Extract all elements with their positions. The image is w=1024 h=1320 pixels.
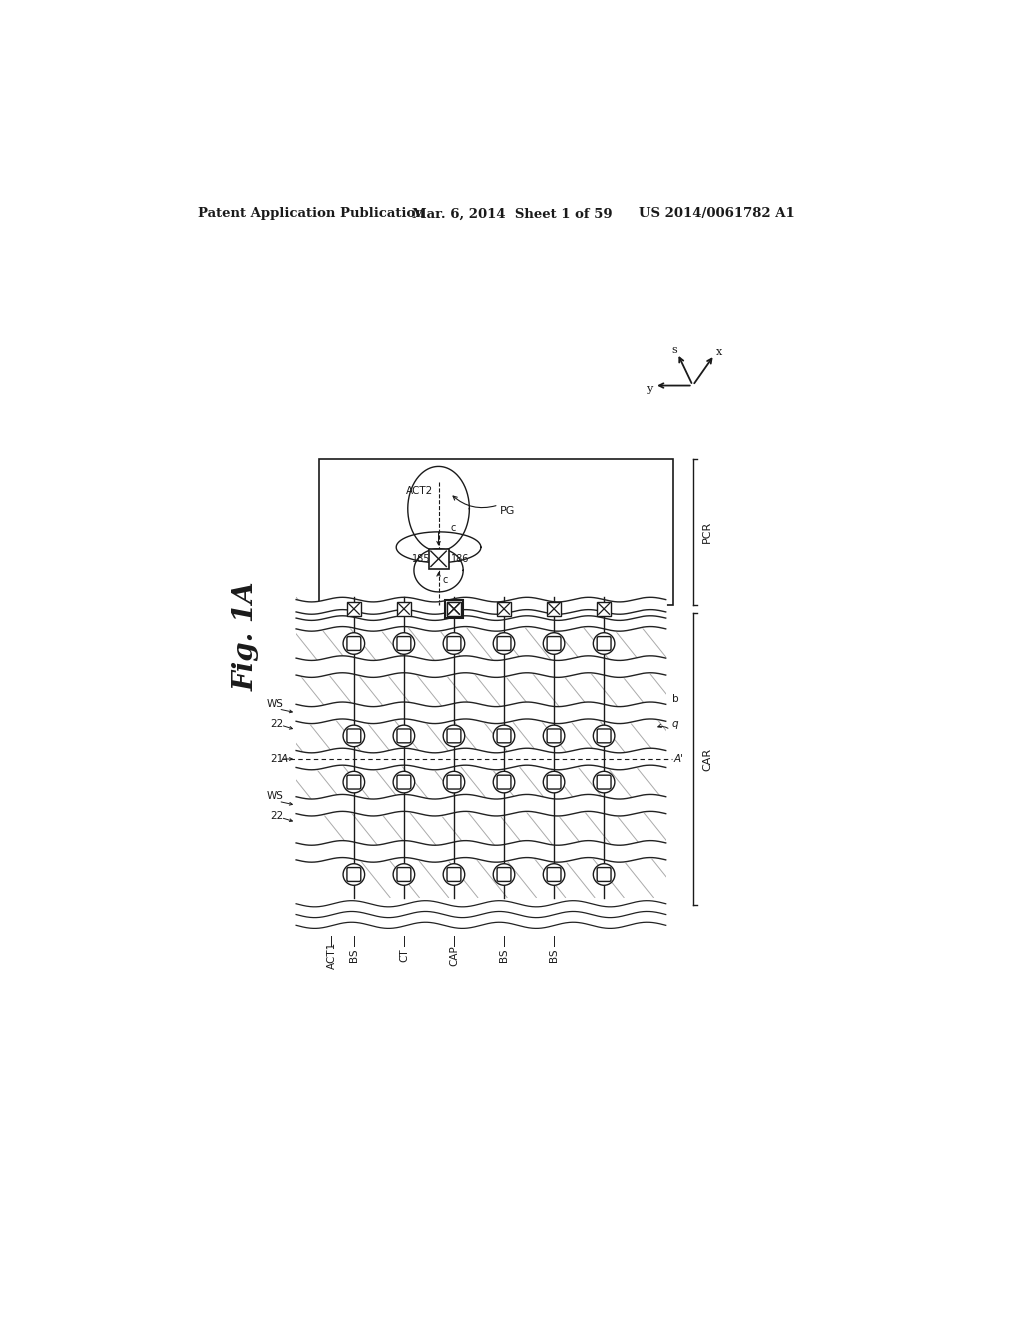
- Text: y: y: [646, 384, 652, 393]
- FancyBboxPatch shape: [397, 775, 411, 789]
- Circle shape: [393, 725, 415, 747]
- Bar: [547, 602, 561, 615]
- Circle shape: [393, 632, 415, 655]
- Bar: [319, 459, 674, 605]
- Circle shape: [443, 632, 465, 655]
- Text: q: q: [672, 719, 679, 730]
- Polygon shape: [396, 532, 481, 562]
- Circle shape: [544, 863, 565, 886]
- Text: WS: WS: [267, 791, 284, 801]
- Bar: [447, 602, 461, 615]
- Circle shape: [494, 632, 515, 655]
- Circle shape: [544, 771, 565, 793]
- Text: WS: WS: [267, 698, 284, 709]
- FancyBboxPatch shape: [397, 729, 411, 743]
- Text: Patent Application Publication: Patent Application Publication: [199, 207, 425, 220]
- FancyBboxPatch shape: [597, 867, 611, 882]
- Polygon shape: [414, 549, 463, 591]
- FancyBboxPatch shape: [547, 867, 561, 882]
- FancyBboxPatch shape: [497, 729, 511, 743]
- FancyBboxPatch shape: [447, 636, 461, 651]
- Text: BS: BS: [349, 949, 358, 962]
- Circle shape: [343, 863, 365, 886]
- Text: CT: CT: [399, 949, 409, 962]
- Circle shape: [443, 771, 465, 793]
- FancyBboxPatch shape: [547, 729, 561, 743]
- Text: Fig. 1A: Fig. 1A: [233, 581, 260, 690]
- Text: b: b: [672, 694, 679, 704]
- Circle shape: [593, 632, 614, 655]
- Text: 185: 185: [412, 554, 430, 564]
- FancyBboxPatch shape: [347, 867, 360, 882]
- Circle shape: [443, 863, 465, 886]
- Circle shape: [593, 771, 614, 793]
- Bar: [447, 602, 461, 615]
- FancyBboxPatch shape: [397, 867, 411, 882]
- Circle shape: [494, 725, 515, 747]
- Text: CAP: CAP: [449, 945, 459, 966]
- FancyBboxPatch shape: [347, 636, 360, 651]
- Circle shape: [494, 771, 515, 793]
- Text: ACT1: ACT1: [327, 941, 337, 969]
- Text: ACT2: ACT2: [407, 486, 433, 496]
- Circle shape: [343, 725, 365, 747]
- FancyBboxPatch shape: [447, 867, 461, 882]
- FancyBboxPatch shape: [347, 775, 360, 789]
- Text: c: c: [451, 523, 456, 533]
- Text: x: x: [716, 347, 722, 356]
- Text: BS: BS: [549, 949, 559, 962]
- Text: US 2014/0061782 A1: US 2014/0061782 A1: [639, 207, 795, 220]
- Bar: [429, 549, 449, 569]
- FancyBboxPatch shape: [547, 775, 561, 789]
- Text: PCR: PCR: [701, 520, 712, 543]
- Circle shape: [443, 725, 465, 747]
- Text: BS: BS: [499, 949, 509, 962]
- FancyBboxPatch shape: [497, 775, 511, 789]
- Text: Mar. 6, 2014  Sheet 1 of 59: Mar. 6, 2014 Sheet 1 of 59: [412, 207, 612, 220]
- FancyBboxPatch shape: [597, 636, 611, 651]
- FancyBboxPatch shape: [447, 775, 461, 789]
- Text: c: c: [442, 574, 447, 585]
- Bar: [597, 602, 611, 615]
- FancyBboxPatch shape: [347, 729, 360, 743]
- FancyBboxPatch shape: [397, 636, 411, 651]
- Text: PG: PG: [500, 506, 515, 516]
- Text: A: A: [281, 754, 288, 764]
- Circle shape: [593, 725, 614, 747]
- FancyBboxPatch shape: [497, 867, 511, 882]
- Text: 22: 22: [270, 810, 284, 821]
- FancyBboxPatch shape: [547, 636, 561, 651]
- Bar: [397, 602, 411, 615]
- Text: 21: 21: [270, 754, 284, 764]
- Bar: [347, 602, 360, 615]
- Circle shape: [544, 632, 565, 655]
- Circle shape: [393, 863, 415, 886]
- Circle shape: [343, 771, 365, 793]
- Text: 22: 22: [270, 718, 284, 729]
- Circle shape: [343, 632, 365, 655]
- FancyBboxPatch shape: [597, 775, 611, 789]
- Bar: [497, 602, 511, 615]
- Text: CAR: CAR: [701, 747, 712, 771]
- Text: 186: 186: [451, 554, 469, 564]
- Text: s: s: [671, 345, 677, 355]
- Circle shape: [544, 725, 565, 747]
- Circle shape: [593, 863, 614, 886]
- Bar: [444, 599, 463, 618]
- FancyBboxPatch shape: [497, 636, 511, 651]
- FancyBboxPatch shape: [447, 729, 461, 743]
- Circle shape: [393, 771, 415, 793]
- Text: A': A': [674, 754, 683, 764]
- Polygon shape: [408, 466, 469, 550]
- Circle shape: [494, 863, 515, 886]
- FancyBboxPatch shape: [597, 729, 611, 743]
